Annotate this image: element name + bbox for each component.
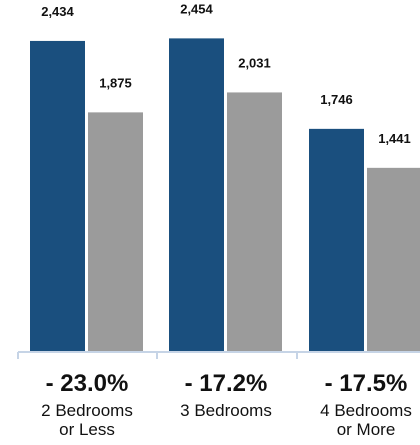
value-label: 2,454 (180, 1, 213, 16)
bar-series2-group3 (367, 167, 420, 352)
bar-series1-group3 (309, 128, 364, 352)
value-label: 1,875 (99, 75, 132, 90)
category-label: 3 Bedrooms (180, 401, 272, 420)
category-label: 2 Bedrooms (41, 401, 133, 420)
bar-series2-group1 (88, 112, 143, 352)
change-label: - 17.2% (185, 370, 268, 397)
value-label: 2,031 (238, 55, 271, 70)
value-label: 1,441 (378, 131, 411, 146)
change-label: - 17.5% (325, 370, 408, 397)
category-label: or Less (59, 420, 115, 439)
category-label: 4 Bedrooms (320, 401, 412, 420)
bar-series2-group2 (227, 92, 282, 352)
bar-series1-group2 (169, 38, 224, 353)
value-label: 1,746 (320, 92, 353, 107)
value-label: 2,434 (41, 4, 74, 19)
change-label: - 23.0% (46, 370, 129, 397)
category-label: or More (337, 420, 396, 439)
bar-series1-group1 (30, 40, 85, 352)
